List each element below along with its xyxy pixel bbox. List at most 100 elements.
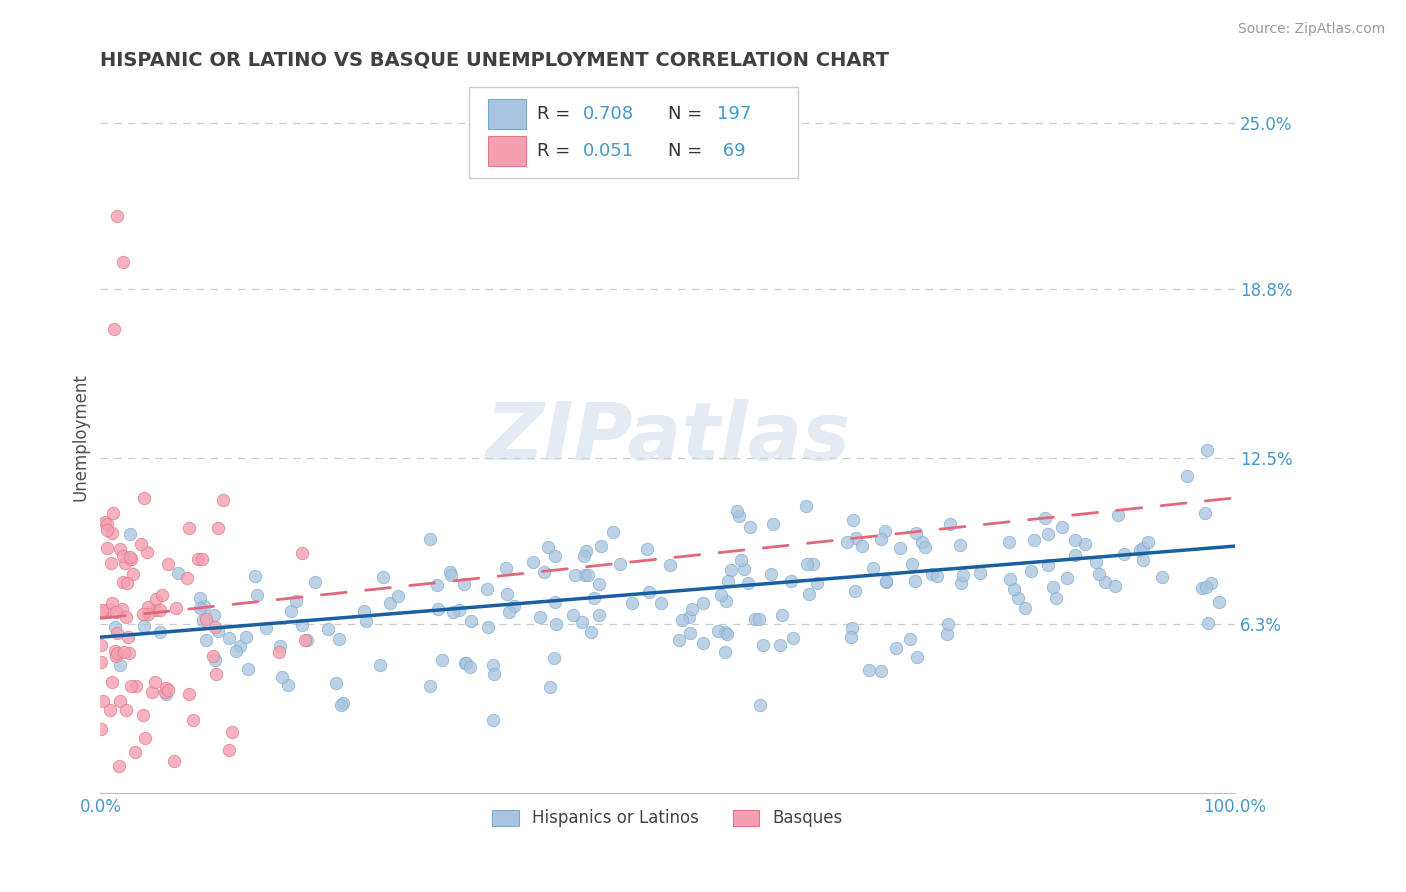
Point <box>96 516 118 531</box>
Point <box>120 679 142 693</box>
Point <box>1064 549 1087 563</box>
Point <box>108 657 131 672</box>
Point <box>728 509 751 524</box>
Point <box>571 615 593 629</box>
Point <box>898 632 921 646</box>
Point <box>105 648 128 663</box>
Point <box>889 541 911 556</box>
Point <box>522 555 544 569</box>
Point <box>803 557 825 571</box>
Point <box>900 557 922 571</box>
Text: R =: R = <box>537 142 576 161</box>
Point <box>621 596 644 610</box>
Point <box>544 549 567 563</box>
Point <box>668 632 690 647</box>
Point <box>1208 595 1230 609</box>
Point <box>195 633 218 648</box>
Text: 0.708: 0.708 <box>582 105 634 123</box>
Point <box>845 531 868 545</box>
Point <box>114 556 136 570</box>
Point <box>291 546 314 560</box>
Point <box>453 656 475 670</box>
Point <box>132 707 155 722</box>
Point <box>131 537 153 551</box>
Point <box>134 731 156 745</box>
Point <box>368 658 391 673</box>
Point <box>458 659 481 673</box>
Point <box>98 702 121 716</box>
Point <box>770 607 793 622</box>
Point <box>737 576 759 591</box>
Point <box>935 627 957 641</box>
Point <box>1019 564 1042 578</box>
Point <box>998 534 1021 549</box>
Point <box>914 541 936 555</box>
Point <box>221 725 243 739</box>
Point <box>155 681 177 695</box>
Text: ZIPatlas: ZIPatlas <box>485 399 851 476</box>
Point <box>100 556 122 570</box>
Point <box>118 646 141 660</box>
Point <box>1022 533 1045 547</box>
Point <box>1002 582 1025 596</box>
Point <box>1132 541 1154 555</box>
Point <box>419 532 441 546</box>
Text: R =: R = <box>537 105 576 123</box>
Point <box>269 640 291 654</box>
Point <box>132 491 155 505</box>
Point <box>193 599 215 613</box>
Point <box>609 558 631 572</box>
Point <box>679 626 702 640</box>
Point <box>588 577 610 591</box>
Y-axis label: Unemployment: Unemployment <box>72 374 89 501</box>
Point <box>456 657 478 671</box>
Point <box>905 649 928 664</box>
Point <box>477 620 499 634</box>
Point <box>780 574 803 588</box>
Point <box>591 539 613 553</box>
Point <box>105 646 128 660</box>
Point <box>1036 527 1059 541</box>
Point <box>430 652 453 666</box>
Point <box>870 664 893 678</box>
Point <box>104 644 127 658</box>
Point <box>875 574 897 589</box>
Point <box>426 578 449 592</box>
Point <box>1132 553 1154 567</box>
Point <box>564 568 586 582</box>
Point <box>236 662 259 676</box>
Point <box>716 627 738 641</box>
Point <box>714 593 737 607</box>
Point <box>104 605 127 619</box>
Point <box>858 663 880 677</box>
Point <box>692 596 714 610</box>
Point <box>212 492 235 507</box>
Point <box>460 615 482 629</box>
Point <box>720 563 742 577</box>
Point <box>202 607 225 622</box>
Point <box>280 604 302 618</box>
Point <box>1063 533 1085 547</box>
Point <box>90 656 112 670</box>
Point <box>1050 520 1073 534</box>
Point <box>380 596 402 610</box>
Point <box>1085 555 1108 569</box>
Point <box>806 576 828 591</box>
Point <box>195 613 218 627</box>
Point <box>544 617 567 632</box>
Point <box>1197 616 1219 631</box>
Text: HISPANIC OR LATINO VS BASQUE UNEMPLOYMENT CORRELATION CHART: HISPANIC OR LATINO VS BASQUE UNEMPLOYMEN… <box>100 51 890 70</box>
Point <box>96 524 118 538</box>
Point <box>925 569 948 583</box>
Point <box>150 588 173 602</box>
Point <box>229 639 252 653</box>
Point <box>782 632 804 646</box>
Text: N =: N = <box>668 142 707 161</box>
Point <box>112 645 135 659</box>
Point <box>111 574 134 589</box>
Point <box>799 587 821 601</box>
Point <box>93 516 115 530</box>
Point <box>176 571 198 585</box>
Point <box>769 638 792 652</box>
Point <box>574 568 596 582</box>
